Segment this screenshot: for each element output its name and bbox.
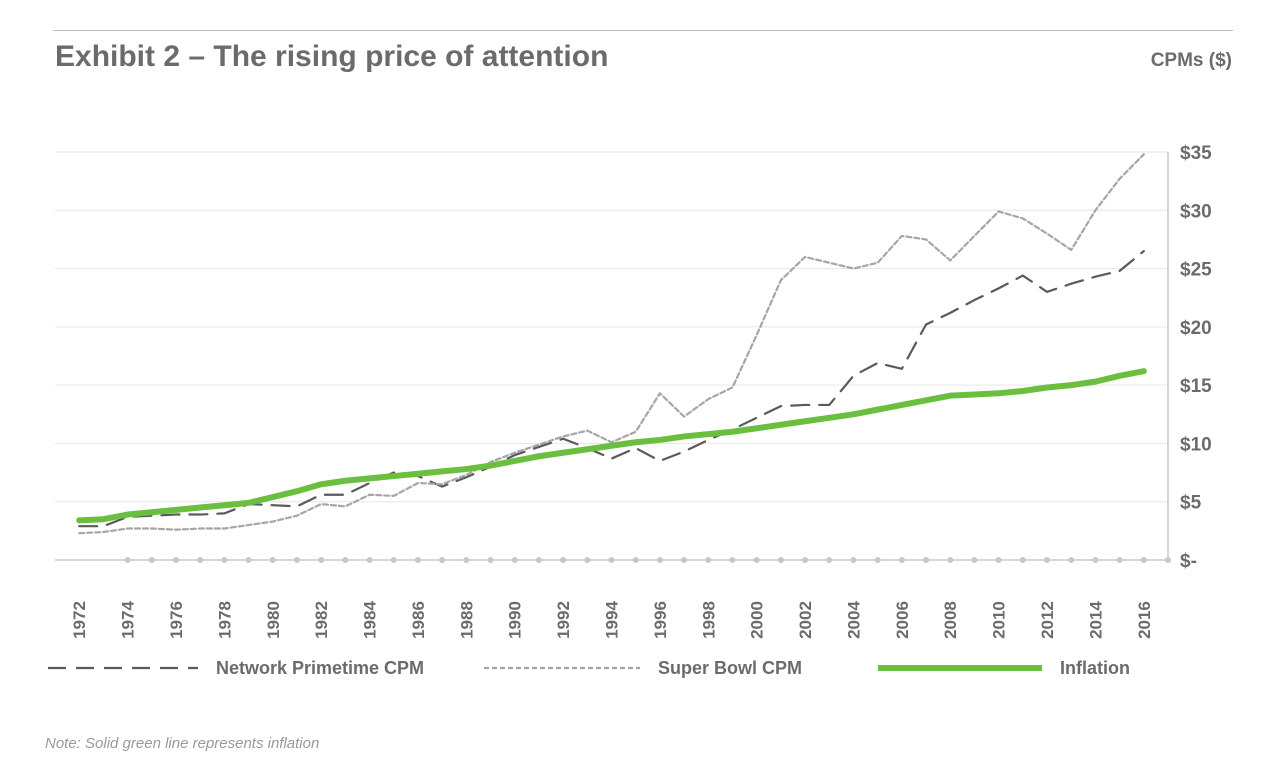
x-axis-dot	[511, 557, 518, 563]
x-axis-dot	[802, 557, 809, 563]
x-axis-dot	[995, 557, 1002, 563]
x-axis-dot	[414, 557, 421, 563]
x-tick-label: 1992	[554, 601, 573, 639]
x-tick-label: 2014	[1086, 601, 1105, 639]
y-tick-label: $20	[1180, 318, 1212, 339]
x-tick-label: 1976	[167, 601, 186, 639]
y-tick-label: $-	[1180, 551, 1197, 572]
x-axis-dot	[729, 557, 736, 563]
legend-label: Super Bowl CPM	[658, 658, 802, 678]
x-tick-label: 1996	[651, 601, 670, 639]
x-axis-dot	[293, 557, 300, 563]
x-axis-dot	[1140, 557, 1147, 563]
x-tick-label: 1994	[603, 601, 622, 639]
x-tick-label: 1972	[70, 601, 89, 639]
x-axis-dot	[777, 557, 784, 563]
x-axis-dot	[318, 557, 325, 563]
x-tick-label: 1978	[215, 601, 234, 639]
x-tick-label: 2004	[844, 601, 863, 639]
x-axis-dot	[1019, 557, 1026, 563]
x-axis-dot	[632, 557, 639, 563]
x-axis-dot	[269, 557, 276, 563]
x-tick-label: 2002	[796, 601, 815, 639]
x-axis-dot	[221, 557, 228, 563]
x-axis-dot	[608, 557, 615, 563]
y-axis-unit-label: CPMs ($)	[1150, 50, 1232, 71]
x-tick-label: 1990	[506, 601, 525, 639]
series-line-inflation	[76, 368, 1147, 524]
chart-note: Note: Solid green line represents inflat…	[45, 735, 320, 752]
x-axis-dot	[439, 557, 446, 563]
x-axis-dot	[681, 557, 688, 563]
y-tick-label: $30	[1180, 201, 1212, 222]
x-axis-dot	[826, 557, 833, 563]
series-line-network-primetime-cpm	[78, 249, 1145, 528]
y-tick-label: $15	[1180, 376, 1212, 397]
x-tick-label: 2008	[941, 601, 960, 639]
x-axis-dot	[1044, 557, 1051, 563]
y-tick-label: $5	[1180, 493, 1202, 514]
x-axis-dot	[197, 557, 204, 563]
legend-label: Network Primetime CPM	[216, 658, 424, 678]
legend-label: Inflation	[1060, 658, 1130, 678]
x-tick-label: 1974	[119, 601, 138, 639]
x-axis-dot	[753, 557, 760, 563]
x-tick-label: 2000	[748, 601, 767, 639]
x-axis-dot	[850, 557, 857, 563]
x-axis-dot	[947, 557, 954, 563]
x-axis-dot	[874, 557, 881, 563]
x-axis-dot	[898, 557, 905, 563]
title-rule	[53, 30, 1233, 31]
x-tick-label: 1980	[264, 601, 283, 639]
x-axis-dot	[705, 557, 712, 563]
x-axis-dot	[390, 557, 397, 563]
x-axis-dot	[1116, 557, 1123, 563]
x-tick-label: 2010	[990, 601, 1009, 639]
x-tick-label: 1982	[312, 601, 331, 639]
x-axis-dot	[172, 557, 179, 563]
series-line-super-bowl-cpm	[78, 153, 1145, 535]
x-axis-dot	[342, 557, 349, 563]
x-axis-dot	[463, 557, 470, 563]
x-axis-dot	[923, 557, 930, 563]
y-tick-label: $10	[1180, 434, 1212, 455]
x-axis-dot	[656, 557, 663, 563]
x-axis-dot	[148, 557, 155, 563]
x-tick-label: 2016	[1135, 601, 1154, 639]
y-tick-label: $25	[1180, 260, 1212, 281]
x-axis-dot	[1092, 557, 1099, 563]
x-axis-dot	[124, 557, 131, 563]
x-axis-dot	[535, 557, 542, 563]
x-tick-label: 1986	[409, 601, 428, 639]
x-axis-dot	[245, 557, 252, 563]
y-tick-label: $35	[1180, 143, 1212, 164]
chart-svg: $- $5 $10 $15 $20 $25 $30 $35 1972 1974 1976 1978 19…	[48, 143, 1212, 678]
x-tick-label: 1984	[361, 601, 380, 639]
x-axis-dot	[366, 557, 373, 563]
x-axis-dot	[487, 557, 494, 563]
x-axis-dot	[1068, 557, 1075, 563]
x-tick-label: 2012	[1038, 601, 1057, 639]
x-axis-dot	[971, 557, 978, 563]
x-axis-dot	[560, 557, 567, 563]
x-tick-label: 2006	[893, 601, 912, 639]
chart-title: Exhibit 2 – The rising price of attentio…	[55, 40, 609, 73]
x-axis-dot	[584, 557, 591, 563]
x-tick-label: 1988	[457, 601, 476, 639]
x-tick-label: 1998	[699, 601, 718, 639]
